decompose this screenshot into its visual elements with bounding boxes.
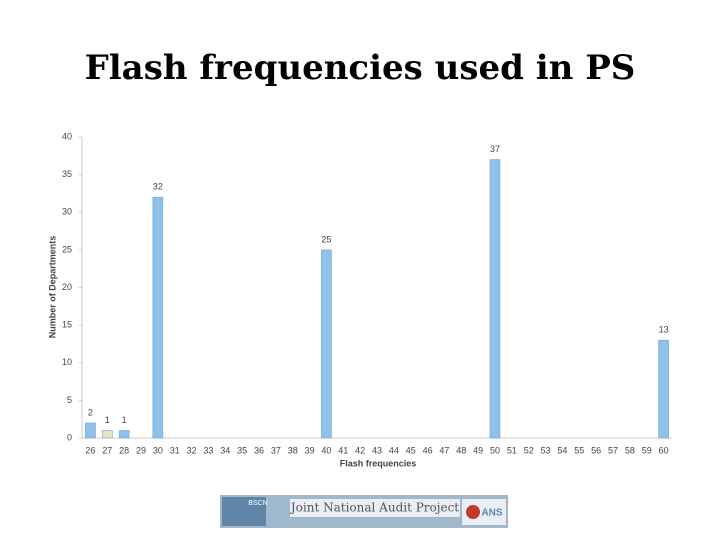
data-label: 2 [88, 407, 93, 417]
logo-right-text: ANS [481, 508, 502, 519]
x-tick-label: 57 [608, 445, 618, 455]
y-tick-label: 30 [62, 207, 72, 217]
x-tick-label: 30 [153, 445, 163, 455]
x-tick-label: 59 [642, 445, 652, 455]
x-tick-label: 26 [85, 445, 95, 455]
bar [321, 249, 332, 439]
x-tick-label: 56 [591, 445, 601, 455]
x-tick-label: 35 [237, 445, 247, 455]
logo-right-icon [466, 505, 480, 519]
bar [85, 422, 96, 439]
x-tick-label: 44 [389, 445, 399, 455]
chart-title: Flash frequencies used in PS [85, 48, 636, 88]
x-tick-label: 32 [187, 445, 197, 455]
bar [152, 196, 164, 439]
x-tick-label: 42 [355, 445, 365, 455]
logo-left-text: BSCN [248, 500, 267, 507]
y-tick-label: 5 [67, 395, 72, 405]
data-label: 25 [321, 234, 331, 244]
data-label: 13 [659, 325, 669, 335]
x-tick-label: 39 [305, 445, 315, 455]
x-axis-label: Flash frequencies [340, 458, 417, 468]
y-tick-label: 40 [62, 131, 72, 141]
bar [489, 159, 501, 439]
x-tick-label: 52 [524, 445, 534, 455]
x-tick-label: 33 [203, 445, 213, 455]
x-tick-label: 60 [659, 445, 669, 455]
y-tick-label: 10 [62, 357, 72, 367]
x-tick-label: 31 [170, 445, 180, 455]
logo-center-box [290, 499, 460, 517]
x-tick-label: 48 [456, 445, 466, 455]
x-tick-label: 45 [406, 445, 416, 455]
y-tick-label: 0 [67, 432, 72, 442]
x-tick-label: 54 [557, 445, 567, 455]
x-tick-label: 38 [288, 445, 298, 455]
data-label: 37 [490, 144, 500, 154]
x-tick-label: 55 [574, 445, 584, 455]
x-tick-label: 43 [372, 445, 382, 455]
x-tick-label: 53 [541, 445, 551, 455]
x-tick-label: 41 [338, 445, 348, 455]
footer-logo: BSCN Joint National Audit Project ANS [220, 495, 508, 528]
x-tick-label: 36 [254, 445, 264, 455]
x-tick-label: 29 [136, 445, 146, 455]
y-tick-label: 25 [62, 244, 72, 254]
x-tick-label: 40 [321, 445, 331, 455]
logo-center-text: Joint National Audit Project [289, 501, 459, 515]
x-tick-label: 27 [102, 445, 112, 455]
y-tick-label: 35 [62, 169, 72, 179]
y-axis-label: Number of Departments [47, 236, 57, 339]
data-label: 1 [105, 415, 110, 425]
x-tick-label: 50 [490, 445, 500, 455]
x-tick-label: 51 [507, 445, 517, 455]
y-tick-label: 20 [62, 282, 72, 292]
x-tick-label: 34 [220, 445, 230, 455]
logo-left-box [222, 497, 266, 526]
x-tick-label: 49 [473, 445, 483, 455]
x-tick-label: 47 [439, 445, 449, 455]
x-tick-label: 37 [271, 445, 281, 455]
y-tick-label: 15 [62, 320, 72, 330]
x-tick-label: 28 [119, 445, 129, 455]
bar [118, 430, 130, 439]
data-label: 1 [122, 415, 127, 425]
x-tick-label: 46 [423, 445, 433, 455]
bar [658, 339, 669, 439]
x-tick-label: 58 [625, 445, 635, 455]
bar [101, 430, 113, 439]
data-label: 32 [153, 182, 163, 192]
